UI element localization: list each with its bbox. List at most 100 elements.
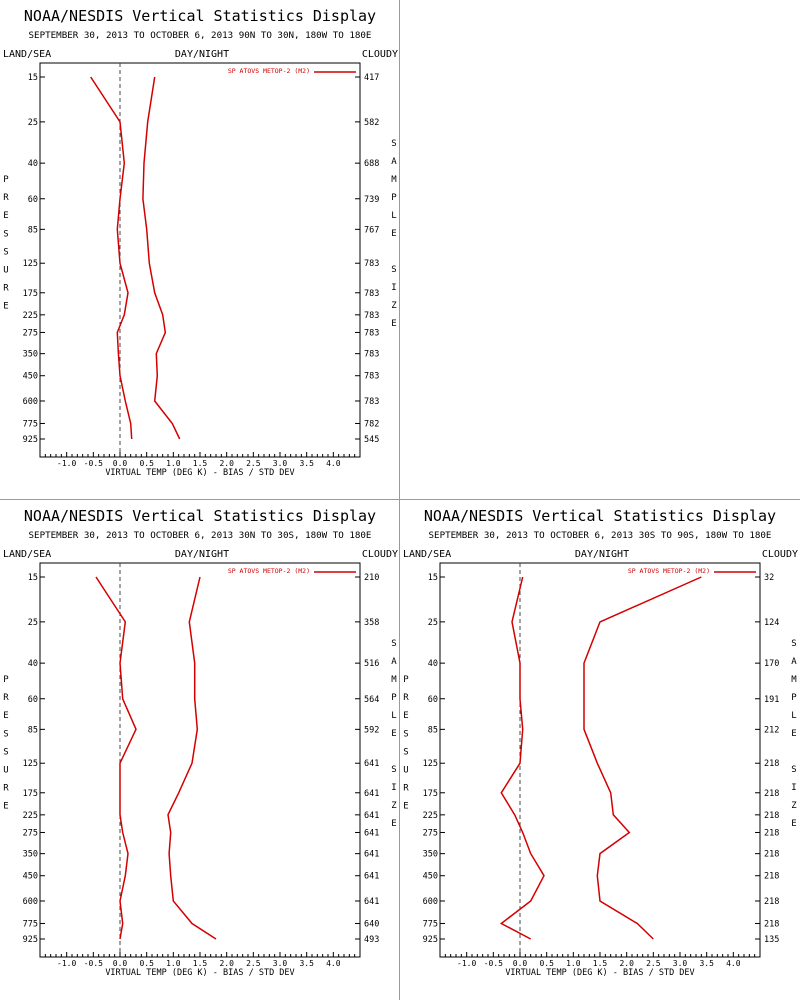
chart-title: NOAA/NESDIS Vertical Statistics Display <box>24 7 376 25</box>
sample-size-label: 170 <box>764 659 779 669</box>
pressure-level-label: 85 <box>28 225 38 235</box>
header-land-sea: LAND/SEA <box>403 549 451 560</box>
chart-panel-30s-90s: NOAA/NESDIS Vertical Statistics Display S… <box>400 500 800 1000</box>
header-cloudy: CLOUDY <box>762 549 798 560</box>
x-tick-label: 2.5 <box>646 959 661 968</box>
y2-axis-label-letter: M <box>791 675 797 685</box>
x-tick-label: 3.0 <box>273 459 288 468</box>
y-axis-label-letter: E <box>3 211 8 221</box>
pressure-level-label: 450 <box>423 872 438 882</box>
y-axis-label-letter: R <box>3 193 9 203</box>
x-tick-label: 2.5 <box>246 959 261 968</box>
plot-frame <box>39 562 361 958</box>
pressure-level-label: 225 <box>423 811 438 821</box>
chart-title: NOAA/NESDIS Vertical Statistics Display <box>24 507 376 525</box>
header-day-night: DAY/NIGHT <box>575 549 629 560</box>
pressure-level-label: 925 <box>23 435 38 445</box>
x-axis-label: VIRTUAL TEMP (DEG K) - BIAS / STD DEV <box>105 968 294 978</box>
sample-size-label: 783 <box>364 289 379 299</box>
x-axis-label: VIRTUAL TEMP (DEG K) - BIAS / STD DEV <box>105 468 294 478</box>
sample-size-label: 32 <box>764 573 774 583</box>
pressure-level-label: 25 <box>28 118 38 128</box>
sample-size-label: 739 <box>364 195 379 205</box>
sample-size-label: 212 <box>764 725 779 735</box>
series-line-std-dev <box>583 576 702 940</box>
x-tick-label: -0.5 <box>84 959 103 968</box>
x-tick-label: 1.5 <box>193 459 208 468</box>
x-tick-label: -1.0 <box>457 959 476 968</box>
y2-axis-label-letter: E <box>791 819 796 829</box>
sample-size-label: 783 <box>364 397 379 407</box>
sample-size-label: 641 <box>364 872 379 882</box>
y2-axis-label-letter: S <box>391 765 396 775</box>
sample-size-label: 218 <box>764 850 779 860</box>
pressure-level-label: 175 <box>23 789 38 799</box>
sample-size-label: 641 <box>364 897 379 907</box>
y2-axis-label-letter: P <box>391 693 397 703</box>
x-tick-label: 2.0 <box>219 459 234 468</box>
y-axis-label-letter: S <box>3 229 8 239</box>
pressure-level-label: 60 <box>28 695 38 705</box>
sample-size-label: 783 <box>364 311 379 321</box>
y2-axis-label-letter: L <box>391 711 396 721</box>
y-axis-label-letter: P <box>3 675 9 685</box>
x-tick-label: 0.0 <box>113 459 128 468</box>
sample-size-label: 358 <box>364 618 379 628</box>
y-axis-label-letter: S <box>3 247 8 257</box>
y2-axis-label-letter: L <box>791 711 796 721</box>
sample-size-label: 218 <box>764 919 779 929</box>
sample-size-label: 191 <box>764 695 779 705</box>
y2-axis-label-letter: M <box>391 675 397 685</box>
y-axis-label-letter: P <box>403 675 409 685</box>
x-tick-label: 3.5 <box>299 459 314 468</box>
plot-frame <box>39 62 361 458</box>
series-line-bias <box>90 76 133 440</box>
x-tick-label: 4.0 <box>326 459 341 468</box>
sample-size-label: 218 <box>764 811 779 821</box>
pressure-level-label: 125 <box>423 759 438 769</box>
sample-size-label: 641 <box>364 789 379 799</box>
x-axis-label: VIRTUAL TEMP (DEG K) - BIAS / STD DEV <box>505 968 694 978</box>
sample-size-label: 782 <box>364 419 379 429</box>
y-axis-label-letter: E <box>3 711 8 721</box>
chart-svg: NOAA/NESDIS Vertical Statistics Display S… <box>3 7 398 478</box>
pressure-level-label: 600 <box>23 897 38 907</box>
pressure-level-label: 600 <box>23 397 38 407</box>
chart-panel-90n-30n: NOAA/NESDIS Vertical Statistics Display S… <box>0 0 400 500</box>
y-axis-label-letter: U <box>3 766 8 776</box>
y2-axis-label-letter: A <box>391 157 397 167</box>
sample-size-label: 783 <box>364 328 379 338</box>
legend-label: SP ATOVS METOP-2 (M2) <box>228 567 310 575</box>
y2-axis-label-letter: I <box>791 783 796 793</box>
x-tick-label: 0.5 <box>139 459 154 468</box>
pressure-level-label: 175 <box>23 289 38 299</box>
y2-axis-label-letter: E <box>791 729 796 739</box>
y2-axis-label-letter: S <box>391 639 396 649</box>
sample-size-label: 641 <box>364 811 379 821</box>
x-tick-label: 1.0 <box>166 959 181 968</box>
pressure-level-label: 350 <box>423 850 438 860</box>
pressure-level-label: 85 <box>428 725 438 735</box>
y2-axis-label-letter: S <box>791 639 796 649</box>
x-tick-label: 1.0 <box>166 459 181 468</box>
sample-size-label: 218 <box>764 759 779 769</box>
x-tick-label: 3.0 <box>673 959 688 968</box>
pressure-level-label: 125 <box>23 259 38 269</box>
series-line-std-dev <box>142 76 181 440</box>
pressure-level-label: 275 <box>423 828 438 838</box>
sample-size-label: 640 <box>364 919 379 929</box>
header-cloudy: CLOUDY <box>362 549 398 560</box>
chart-subtitle: SEPTEMBER 30, 2013 TO OCTOBER 6, 2013 30… <box>29 530 372 541</box>
x-tick-label: 0.0 <box>113 959 128 968</box>
y-axis-label-letter: P <box>3 175 9 185</box>
sample-size-label: 218 <box>764 789 779 799</box>
header-land-sea: LAND/SEA <box>3 49 51 60</box>
y2-axis-label-letter: P <box>791 693 797 703</box>
chart-svg: NOAA/NESDIS Vertical Statistics Display S… <box>403 507 798 978</box>
sample-size-label: 688 <box>364 159 379 169</box>
pressure-level-label: 85 <box>28 725 38 735</box>
series-line-std-dev <box>167 576 217 940</box>
y2-axis-label-letter: E <box>391 729 396 739</box>
y2-axis-label-letter: E <box>391 319 396 329</box>
y-axis-label-letter: E <box>3 302 8 312</box>
